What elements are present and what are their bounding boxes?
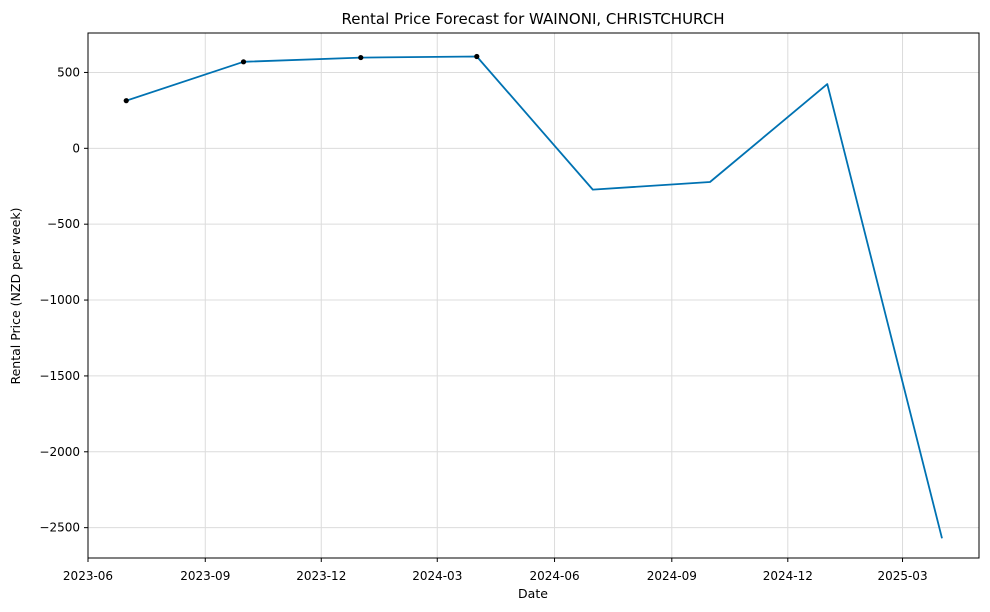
y-tick-label: −2500 (39, 521, 80, 535)
y-axis: 500 0 −500 −1000 −1500 −2000 −2500 (39, 65, 88, 535)
plot-frame (87, 32, 980, 559)
x-tick-label: 2024-12 (763, 569, 813, 583)
y-tick-label: 0 (72, 141, 80, 155)
x-axis-title: Date (518, 586, 548, 601)
grid-layer (87, 33, 979, 558)
x-tick-label: 2024-06 (529, 569, 579, 583)
x-axis: 2023-06 2023-09 2023-12 2024-03 2024-06 2024-… (63, 558, 928, 583)
observed-point (474, 53, 480, 60)
series-layer (123, 53, 943, 539)
observed-point (123, 98, 129, 104)
observed-point (358, 54, 364, 61)
x-tick-label: 2023-12 (296, 569, 346, 583)
y-tick-label: 500 (57, 65, 80, 79)
y-tick-label: −2000 (39, 445, 80, 459)
y-axis-title: Rental Price (NZD per week) (8, 207, 23, 384)
y-tick-label: −500 (47, 217, 80, 231)
x-tick-label: 2023-06 (63, 569, 113, 583)
x-tick-label: 2023-09 (180, 569, 230, 583)
y-tick-label: −1000 (39, 293, 80, 307)
forecast-line (125, 55, 943, 539)
chart-title: Rental Price Forecast for WAINONI, CHRIS… (342, 10, 725, 28)
x-tick-label: 2025-03 (877, 569, 927, 583)
observed-point (240, 59, 247, 65)
x-tick-label: 2024-09 (647, 569, 697, 583)
y-tick-label: −1500 (39, 369, 80, 383)
x-tick-label: 2024-03 (412, 569, 462, 583)
